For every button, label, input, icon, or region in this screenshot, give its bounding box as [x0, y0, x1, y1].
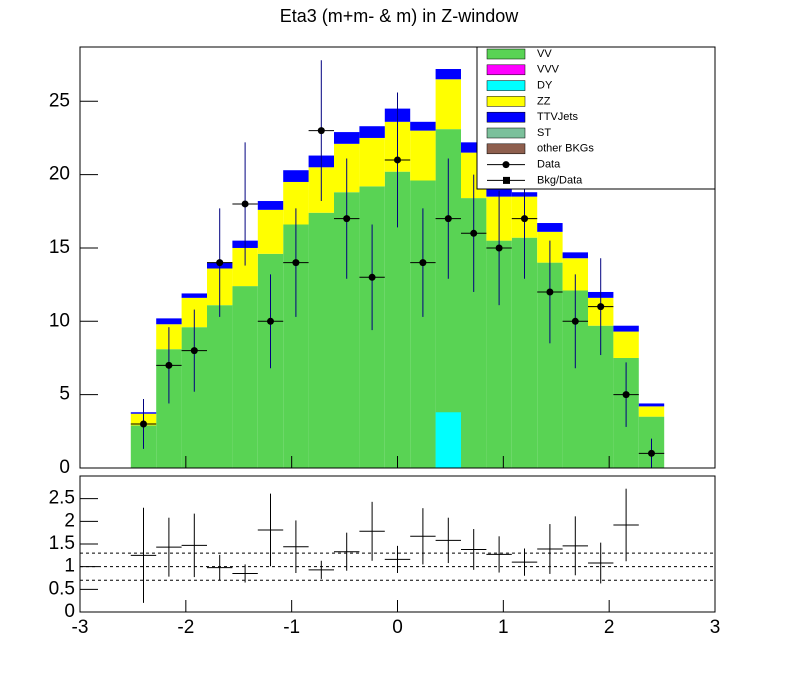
- histogram-bar: [613, 325, 639, 332]
- data-point: [190, 347, 198, 355]
- histogram-bar: [308, 212, 334, 468]
- histogram-bar: [359, 137, 385, 187]
- histogram-bar: [232, 286, 258, 468]
- legend-label: Bkg/Data: [537, 174, 583, 186]
- histogram-bar: [461, 142, 487, 153]
- legend-swatch: [486, 80, 526, 91]
- histogram-bar: [435, 69, 461, 80]
- legend-swatch: [486, 64, 526, 76]
- ratio-y-tick-label: 0: [64, 601, 75, 622]
- data-point: [546, 288, 554, 296]
- y-tick-label: 15: [49, 237, 70, 258]
- ratio-y-tick-label: 1: [64, 556, 75, 577]
- data-point: [648, 449, 655, 457]
- legend-swatch: [486, 48, 526, 60]
- data-point: [368, 273, 376, 281]
- x-tick-label: 0: [392, 617, 403, 638]
- histogram-bar: [181, 293, 207, 298]
- histogram-bar: [257, 201, 284, 210]
- histogram-bar: [435, 412, 461, 468]
- histogram-bar: [562, 252, 588, 259]
- histogram-bar: [257, 209, 284, 254]
- ratio-frame: [80, 476, 715, 612]
- data-point: [571, 317, 579, 325]
- legend-swatch: [486, 127, 526, 139]
- legend-label: VV: [537, 48, 552, 60]
- x-tick-label: 1: [498, 617, 509, 638]
- histogram-bar: [410, 121, 436, 131]
- y-tick-label: 0: [59, 457, 70, 478]
- legend-swatch: [486, 111, 526, 123]
- histogram-bar: [410, 130, 436, 181]
- histogram-bar: [334, 132, 360, 144]
- data-point: [521, 215, 528, 223]
- data-point: [470, 229, 478, 237]
- legend-label: TTVJets: [537, 111, 578, 123]
- y-tick-label: 10: [49, 310, 70, 331]
- chart-title: Eta3 (m+m- & m) in Z-window: [280, 6, 520, 26]
- histogram-bar: [537, 223, 563, 232]
- legend-label: DY: [537, 80, 553, 92]
- legend-label: VVV: [537, 64, 560, 76]
- legend-label: ST: [537, 127, 551, 139]
- data-point: [140, 420, 147, 428]
- data-point: [267, 317, 274, 325]
- legend-label: ZZ: [537, 95, 551, 107]
- histogram-bar: [613, 331, 639, 358]
- data-point: [444, 215, 452, 223]
- x-tick-label: -3: [72, 617, 89, 638]
- data-point: [343, 215, 351, 223]
- data-point: [597, 303, 605, 311]
- legend-label: Data: [537, 159, 561, 171]
- x-tick-label: 3: [710, 617, 721, 638]
- histogram-bar: [156, 318, 182, 325]
- data-point: [419, 259, 427, 267]
- y-tick-label: 20: [49, 164, 70, 185]
- x-tick-label: -2: [177, 617, 194, 638]
- y-tick-label: 5: [59, 384, 70, 405]
- data-point: [622, 391, 630, 399]
- histogram-bar: [638, 406, 665, 417]
- ratio-y-tick-label: 0.5: [49, 578, 75, 599]
- legend-marker: [502, 161, 510, 169]
- histogram-bar: [359, 126, 385, 138]
- data-point: [394, 156, 401, 164]
- ratio-y-tick-label: 2: [64, 510, 75, 531]
- data-point: [241, 200, 249, 208]
- data-point: [216, 259, 224, 267]
- legend-swatch: [486, 96, 526, 107]
- ratio-y-tick-label: 2.5: [49, 488, 75, 509]
- data-point: [292, 259, 300, 267]
- histogram-bar: [283, 170, 309, 182]
- histogram-bar: [435, 79, 461, 130]
- histogram-bar: [638, 403, 665, 407]
- data-point: [317, 127, 325, 135]
- data-point: [495, 244, 503, 252]
- histogram-bar: [207, 305, 233, 468]
- legend-label: other BKGs: [537, 143, 594, 155]
- x-tick-label: -1: [283, 617, 300, 638]
- legend-marker: [503, 176, 510, 184]
- ratio-y-tick-label: 1.5: [49, 533, 75, 554]
- x-tick-label: 2: [604, 617, 615, 638]
- legend-swatch: [486, 143, 526, 155]
- y-tick-label: 25: [49, 90, 70, 111]
- data-point: [165, 361, 173, 369]
